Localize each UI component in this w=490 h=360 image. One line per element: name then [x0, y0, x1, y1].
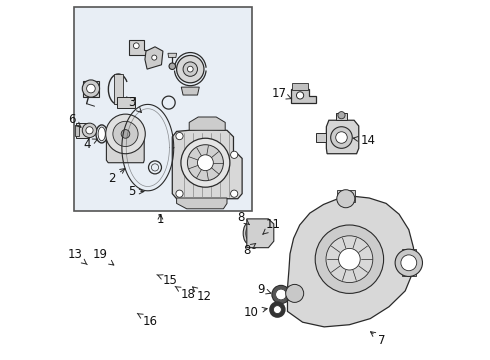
Text: 5: 5	[128, 185, 144, 198]
Ellipse shape	[245, 227, 251, 240]
Polygon shape	[75, 125, 79, 136]
Circle shape	[133, 43, 139, 49]
Text: 7: 7	[370, 332, 386, 347]
Bar	[74, 7, 252, 211]
Circle shape	[395, 249, 422, 276]
Polygon shape	[114, 74, 122, 104]
Polygon shape	[402, 249, 416, 276]
Text: 17: 17	[271, 87, 292, 100]
Circle shape	[86, 127, 93, 134]
Text: 10: 10	[244, 306, 267, 319]
Circle shape	[338, 112, 345, 119]
Text: 2: 2	[108, 168, 125, 185]
Polygon shape	[292, 83, 308, 90]
Wedge shape	[270, 303, 284, 316]
Circle shape	[315, 225, 384, 293]
Circle shape	[337, 190, 355, 208]
Text: 3: 3	[128, 96, 142, 112]
Circle shape	[231, 151, 238, 158]
Circle shape	[197, 155, 213, 171]
Text: 11: 11	[263, 219, 281, 234]
Text: 8: 8	[237, 211, 249, 225]
Circle shape	[296, 92, 304, 99]
Polygon shape	[247, 219, 274, 248]
Circle shape	[176, 190, 183, 197]
Text: 12: 12	[193, 287, 211, 303]
Circle shape	[82, 80, 99, 97]
Polygon shape	[337, 190, 355, 202]
Circle shape	[187, 66, 193, 72]
Circle shape	[181, 138, 230, 187]
Circle shape	[331, 127, 352, 148]
Text: 6: 6	[68, 113, 81, 127]
Ellipse shape	[98, 127, 105, 141]
Circle shape	[336, 132, 347, 143]
Text: 16: 16	[137, 313, 157, 328]
Text: 14: 14	[353, 134, 375, 147]
Polygon shape	[145, 47, 163, 69]
Polygon shape	[181, 87, 199, 95]
Polygon shape	[83, 81, 99, 97]
Text: 4: 4	[83, 138, 98, 150]
Circle shape	[187, 145, 223, 181]
Circle shape	[183, 62, 197, 76]
Circle shape	[113, 121, 138, 147]
Ellipse shape	[250, 225, 258, 232]
Text: 9: 9	[257, 283, 271, 296]
Circle shape	[87, 84, 95, 93]
Polygon shape	[76, 123, 90, 138]
Text: 19: 19	[93, 248, 114, 265]
Circle shape	[339, 248, 360, 270]
Polygon shape	[288, 286, 299, 300]
Polygon shape	[176, 198, 227, 209]
Circle shape	[106, 114, 145, 154]
Polygon shape	[336, 113, 347, 120]
Circle shape	[169, 63, 175, 69]
Circle shape	[121, 130, 130, 138]
Circle shape	[401, 255, 416, 271]
Text: 1: 1	[157, 213, 164, 226]
Polygon shape	[106, 138, 144, 163]
Polygon shape	[172, 129, 242, 199]
Circle shape	[231, 190, 238, 197]
Polygon shape	[326, 120, 359, 154]
Polygon shape	[129, 40, 155, 55]
Polygon shape	[316, 133, 326, 142]
Circle shape	[176, 132, 183, 140]
Circle shape	[152, 55, 157, 60]
Text: 18: 18	[175, 286, 195, 301]
Circle shape	[82, 123, 97, 138]
Polygon shape	[189, 117, 225, 130]
Circle shape	[176, 55, 204, 83]
Polygon shape	[117, 97, 135, 108]
Polygon shape	[168, 53, 176, 58]
Text: 13: 13	[68, 248, 87, 265]
Text: 15: 15	[157, 274, 177, 287]
Circle shape	[286, 284, 304, 302]
Circle shape	[326, 236, 373, 283]
Ellipse shape	[243, 223, 254, 244]
Polygon shape	[291, 89, 316, 103]
Polygon shape	[288, 196, 414, 327]
Text: 8: 8	[243, 243, 256, 257]
Wedge shape	[272, 286, 290, 303]
